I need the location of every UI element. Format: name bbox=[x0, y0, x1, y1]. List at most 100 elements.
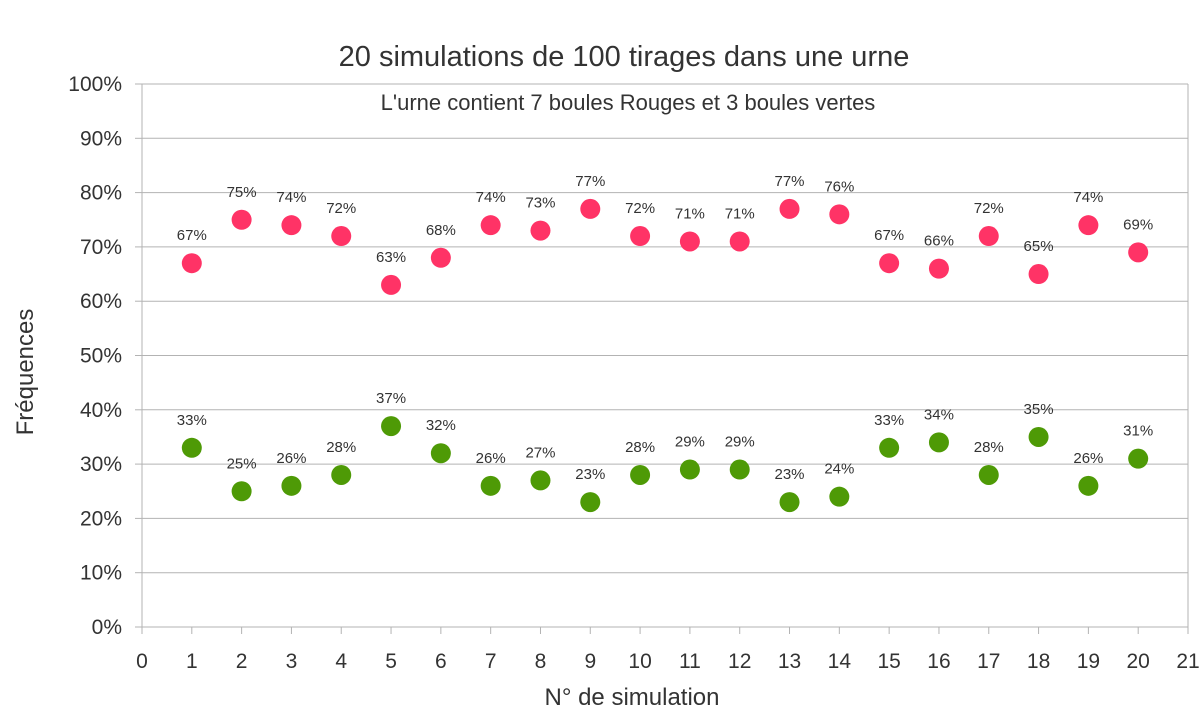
data-label-vertes: 33% bbox=[177, 412, 207, 429]
y-tick-label: 10% bbox=[80, 562, 122, 585]
data-label-rouges: 65% bbox=[1024, 238, 1054, 255]
data-points bbox=[181, 198, 1149, 513]
x-tick-label: 11 bbox=[679, 650, 701, 673]
data-point-rouges bbox=[779, 198, 800, 219]
x-axis-label: N° de simulation bbox=[544, 684, 719, 711]
data-label-rouges: 72% bbox=[326, 200, 356, 217]
data-point-rouges bbox=[978, 226, 999, 247]
data-labels: 67% 75% 74% 72% 63% 68% 74% 73% 77% 72% 71% 71% 77% 7… bbox=[177, 173, 1153, 483]
data-point-rouges bbox=[1128, 242, 1149, 263]
y-tick-label: 40% bbox=[80, 399, 122, 422]
x-tick-label: 8 bbox=[535, 650, 547, 673]
x-tick-label: 17 bbox=[977, 650, 1000, 673]
data-point-rouges bbox=[829, 204, 850, 225]
data-label-vertes: 23% bbox=[575, 466, 605, 483]
data-label-rouges: 74% bbox=[476, 189, 506, 206]
data-label-vertes: 24% bbox=[824, 461, 854, 478]
y-tick-labels: 0% 10% 20% 30% 40% 50% 60% 70% 80% 90% 100% bbox=[68, 73, 122, 639]
axes bbox=[135, 83, 1189, 634]
data-point-rouges bbox=[630, 226, 651, 247]
data-label-vertes: 28% bbox=[974, 439, 1004, 456]
x-tick-label: 18 bbox=[1027, 650, 1050, 673]
data-point-vertes bbox=[978, 464, 999, 485]
data-point-vertes bbox=[729, 459, 750, 480]
data-point-rouges bbox=[331, 226, 352, 247]
x-tick-label: 7 bbox=[485, 650, 497, 673]
data-point-rouges bbox=[729, 231, 750, 252]
y-tick-label: 0% bbox=[92, 616, 122, 639]
y-tick-label: 50% bbox=[80, 345, 122, 368]
data-label-vertes: 25% bbox=[227, 455, 257, 472]
x-tick-label: 10 bbox=[628, 650, 651, 673]
data-point-rouges bbox=[480, 215, 501, 236]
data-point-vertes bbox=[381, 416, 402, 437]
data-label-vertes: 27% bbox=[525, 444, 555, 461]
data-point-rouges bbox=[679, 231, 700, 252]
data-label-rouges: 75% bbox=[227, 184, 257, 201]
data-point-rouges bbox=[928, 258, 949, 279]
data-point-rouges bbox=[1028, 264, 1049, 285]
data-point-vertes bbox=[829, 486, 850, 507]
data-point-rouges bbox=[530, 220, 551, 241]
x-tick-label: 1 bbox=[186, 650, 198, 673]
data-label-rouges: 76% bbox=[824, 178, 854, 195]
x-tick-label: 21 bbox=[1176, 650, 1199, 673]
data-label-vertes: 26% bbox=[276, 450, 306, 467]
data-label-vertes: 31% bbox=[1123, 423, 1153, 440]
data-point-rouges bbox=[580, 198, 601, 219]
data-point-vertes bbox=[879, 437, 900, 458]
data-point-vertes bbox=[630, 464, 651, 485]
data-point-vertes bbox=[779, 492, 800, 513]
data-label-vertes: 34% bbox=[924, 406, 954, 423]
data-label-vertes: 26% bbox=[476, 450, 506, 467]
y-tick-label: 60% bbox=[80, 290, 122, 313]
y-tick-label: 30% bbox=[80, 453, 122, 476]
data-label-vertes: 28% bbox=[326, 439, 356, 456]
x-tick-label: 15 bbox=[877, 650, 900, 673]
data-point-rouges bbox=[181, 253, 202, 274]
data-point-vertes bbox=[281, 475, 302, 496]
data-label-vertes: 28% bbox=[625, 439, 655, 456]
x-tick-label: 19 bbox=[1077, 650, 1100, 673]
gridlines bbox=[142, 83, 1188, 574]
x-tick-label: 13 bbox=[778, 650, 801, 673]
y-tick-label: 100% bbox=[68, 73, 122, 96]
y-tick-label: 20% bbox=[80, 507, 122, 530]
data-label-rouges: 63% bbox=[376, 249, 406, 266]
data-label-rouges: 67% bbox=[874, 227, 904, 244]
data-label-rouges: 67% bbox=[177, 227, 207, 244]
data-label-vertes: 29% bbox=[725, 434, 755, 451]
data-label-vertes: 29% bbox=[675, 434, 705, 451]
x-tick-label: 6 bbox=[435, 650, 447, 673]
data-label-vertes: 33% bbox=[874, 412, 904, 429]
data-point-rouges bbox=[430, 247, 451, 268]
data-point-vertes bbox=[231, 481, 252, 502]
data-point-rouges bbox=[1078, 215, 1099, 236]
data-label-rouges: 72% bbox=[974, 200, 1004, 217]
data-point-vertes bbox=[1078, 475, 1099, 496]
data-label-rouges: 77% bbox=[575, 173, 605, 190]
data-label-rouges: 74% bbox=[1073, 189, 1103, 206]
data-point-vertes bbox=[1128, 448, 1149, 469]
data-point-vertes bbox=[928, 432, 949, 453]
data-point-vertes bbox=[679, 459, 700, 480]
data-label-rouges: 68% bbox=[426, 222, 456, 239]
x-tick-label: 2 bbox=[236, 650, 248, 673]
data-label-vertes: 26% bbox=[1073, 450, 1103, 467]
y-axis-label: Fréquences bbox=[12, 309, 39, 436]
data-label-vertes: 32% bbox=[426, 417, 456, 434]
data-label-vertes: 23% bbox=[775, 466, 805, 483]
data-label-rouges: 71% bbox=[675, 205, 705, 222]
chart-title: 20 simulations de 100 tirages dans une u… bbox=[339, 41, 910, 73]
y-tick-label: 90% bbox=[80, 127, 122, 150]
data-point-vertes bbox=[181, 437, 202, 458]
x-tick-label: 9 bbox=[584, 650, 596, 673]
data-label-vertes: 35% bbox=[1024, 401, 1054, 418]
x-tick-labels: 0 1 2 3 4 5 6 7 8 9 10 11 12 13 14 15 16 17 18 19 20 21 bbox=[136, 650, 1200, 673]
x-tick-label: 5 bbox=[385, 650, 397, 673]
data-label-rouges: 77% bbox=[775, 173, 805, 190]
data-label-rouges: 69% bbox=[1123, 216, 1153, 233]
data-label-rouges: 72% bbox=[625, 200, 655, 217]
